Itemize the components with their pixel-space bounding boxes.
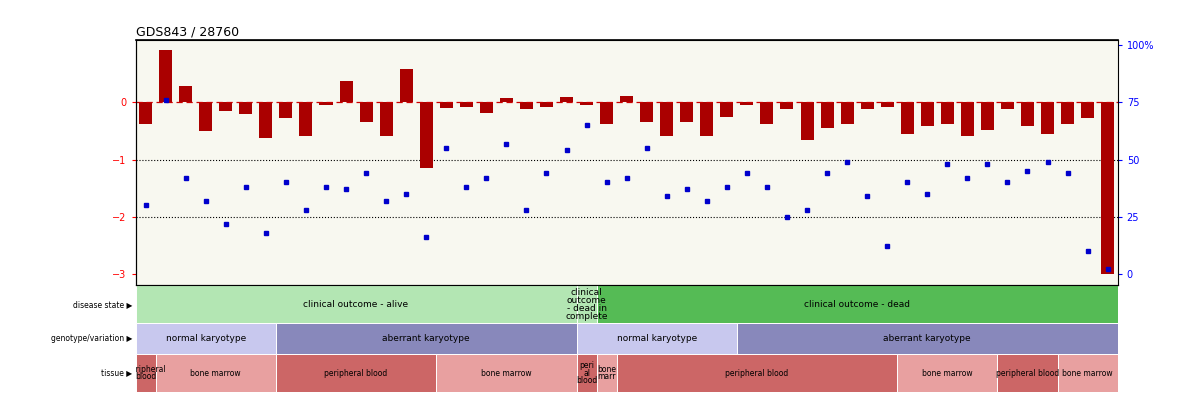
Bar <box>640 103 653 122</box>
Bar <box>420 103 433 168</box>
Bar <box>139 103 152 124</box>
Bar <box>897 354 997 392</box>
Bar <box>901 103 914 134</box>
Bar <box>520 103 533 109</box>
Bar <box>801 103 814 139</box>
Bar <box>440 103 453 108</box>
Bar <box>239 103 252 114</box>
Bar <box>720 103 733 117</box>
Text: bone marrow: bone marrow <box>1062 369 1113 377</box>
Bar <box>981 103 994 130</box>
Bar <box>560 97 573 103</box>
Bar <box>921 103 934 126</box>
Bar <box>136 323 276 354</box>
Bar <box>660 103 673 135</box>
Text: genotype/variation ▶: genotype/variation ▶ <box>51 334 132 343</box>
Bar <box>276 354 436 392</box>
Bar <box>780 103 793 109</box>
Bar <box>700 103 713 135</box>
Bar <box>760 103 773 124</box>
Bar <box>881 103 894 107</box>
Bar <box>320 103 332 105</box>
Text: normal karyotype: normal karyotype <box>165 334 246 343</box>
Text: clinical outcome - alive: clinical outcome - alive <box>303 300 409 309</box>
Text: clinical
outcome
- dead in
complete: clinical outcome - dead in complete <box>565 288 608 321</box>
Bar <box>380 103 393 135</box>
Bar <box>841 103 854 124</box>
Bar <box>219 103 232 111</box>
Bar <box>340 81 353 103</box>
Text: bone
marr: bone marr <box>597 365 617 381</box>
Bar <box>1021 103 1034 126</box>
Bar <box>540 103 553 107</box>
Bar <box>597 285 1118 323</box>
Text: bone marrow: bone marrow <box>191 369 241 377</box>
Bar <box>737 323 1118 354</box>
Bar <box>1058 354 1118 392</box>
Text: GDS843 / 28760: GDS843 / 28760 <box>136 25 238 38</box>
Text: peripheral
blood: peripheral blood <box>126 365 165 381</box>
Text: bone marrow: bone marrow <box>922 369 973 377</box>
Bar <box>580 103 593 105</box>
Bar <box>861 103 874 109</box>
Text: bone marrow: bone marrow <box>481 369 532 377</box>
Bar <box>460 103 473 107</box>
Bar <box>259 103 272 138</box>
Bar <box>1041 103 1054 134</box>
Bar <box>941 103 954 124</box>
Bar <box>436 354 577 392</box>
Bar <box>1001 103 1014 109</box>
Bar <box>299 103 312 135</box>
Text: aberrant karyotype: aberrant karyotype <box>382 334 470 343</box>
Bar <box>577 323 737 354</box>
Bar <box>1101 103 1114 274</box>
Text: normal karyotype: normal karyotype <box>617 334 697 343</box>
Bar <box>480 103 493 113</box>
Bar <box>400 69 413 103</box>
Bar <box>500 98 513 103</box>
Bar <box>577 285 597 323</box>
Bar <box>276 323 577 354</box>
Bar <box>136 354 156 392</box>
Text: peri
al
blood: peri al blood <box>575 360 598 385</box>
Bar <box>360 103 373 122</box>
Bar <box>740 103 753 105</box>
Text: clinical outcome - dead: clinical outcome - dead <box>804 300 910 309</box>
Bar <box>617 354 897 392</box>
Bar <box>680 103 693 122</box>
Bar <box>159 50 172 103</box>
Bar <box>997 354 1058 392</box>
Bar <box>156 354 276 392</box>
Bar <box>961 103 974 135</box>
Bar <box>600 103 613 124</box>
Text: disease state ▶: disease state ▶ <box>73 300 132 309</box>
Bar <box>1061 103 1074 124</box>
Text: peripheral blood: peripheral blood <box>996 369 1059 377</box>
Text: tissue ▶: tissue ▶ <box>101 369 132 377</box>
Bar <box>1081 103 1094 118</box>
Bar <box>199 103 212 131</box>
Bar <box>279 103 292 118</box>
Bar <box>620 95 633 103</box>
Text: aberrant karyotype: aberrant karyotype <box>883 334 971 343</box>
Bar <box>597 354 617 392</box>
Text: peripheral blood: peripheral blood <box>725 369 789 377</box>
Bar <box>577 354 597 392</box>
Bar <box>821 103 834 128</box>
Text: peripheral blood: peripheral blood <box>324 369 388 377</box>
Bar <box>136 285 577 323</box>
Bar <box>179 86 192 103</box>
